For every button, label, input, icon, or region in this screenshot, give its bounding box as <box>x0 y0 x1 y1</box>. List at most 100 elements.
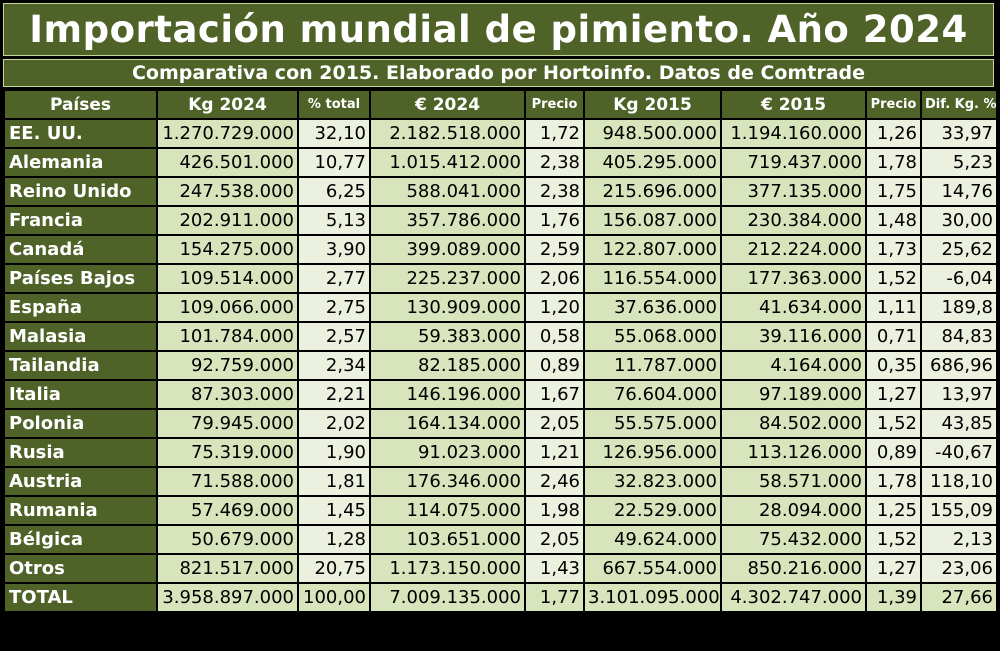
table-row: Rumania 57.469.000 1,45 114.075.000 1,98 22.5… <box>5 497 996 524</box>
table-row: España 109.066.000 2,75 130.909.000 1,20 37.6… <box>5 294 996 321</box>
value-cell: 0,71 <box>867 323 920 350</box>
table-row: Malasia 101.784.000 2,57 59.383.000 0,58 55.0… <box>5 323 996 350</box>
value-cell: 109.514.000 <box>158 265 297 292</box>
country-cell: España <box>5 294 156 321</box>
value-cell: 75.432.000 <box>722 526 865 553</box>
value-cell: 114.075.000 <box>371 497 524 524</box>
value-cell: 92.759.000 <box>158 352 297 379</box>
value-cell: 1,98 <box>526 497 583 524</box>
value-cell: 1,52 <box>867 265 920 292</box>
value-cell: 1,67 <box>526 381 583 408</box>
country-cell: Reino Unido <box>5 178 156 205</box>
value-cell: 1,45 <box>299 497 369 524</box>
page-subtitle: Comparativa con 2015. Elaborado por Hort… <box>3 59 994 87</box>
value-cell: 23,06 <box>922 555 996 582</box>
value-cell: 1,20 <box>526 294 583 321</box>
value-cell: 1,27 <box>867 555 920 582</box>
value-cell: 126.956.000 <box>585 439 720 466</box>
value-cell: 84,83 <box>922 323 996 350</box>
value-cell: 103.651.000 <box>371 526 524 553</box>
column-header-price-2015: Precio <box>867 91 920 118</box>
value-cell: 6,25 <box>299 178 369 205</box>
value-cell: 59.383.000 <box>371 323 524 350</box>
country-cell: Rumania <box>5 497 156 524</box>
value-cell: 215.696.000 <box>585 178 720 205</box>
value-cell: 10,77 <box>299 149 369 176</box>
value-cell: 5,13 <box>299 207 369 234</box>
value-cell: 821.517.000 <box>158 555 297 582</box>
country-cell: Italia <box>5 381 156 408</box>
table-row: Polonia 79.945.000 2,02 164.134.000 2,05 55.5… <box>5 410 996 437</box>
value-cell: 1,26 <box>867 120 920 147</box>
value-cell: 667.554.000 <box>585 555 720 582</box>
value-cell: 101.784.000 <box>158 323 297 350</box>
value-cell: 2.182.518.000 <box>371 120 524 147</box>
value-cell: 1,73 <box>867 236 920 263</box>
value-cell: 426.501.000 <box>158 149 297 176</box>
value-cell: 71.588.000 <box>158 468 297 495</box>
value-cell: 176.346.000 <box>371 468 524 495</box>
value-cell: 1.173.150.000 <box>371 555 524 582</box>
column-header-eur-2024: € 2024 <box>371 91 524 118</box>
value-cell: 2,46 <box>526 468 583 495</box>
value-cell: 122.807.000 <box>585 236 720 263</box>
value-cell: 82.185.000 <box>371 352 524 379</box>
table-row: Alemania 426.501.000 10,77 1.015.412.000 2,3… <box>5 149 996 176</box>
value-cell: 27,66 <box>922 584 996 611</box>
value-cell: 30,00 <box>922 207 996 234</box>
page-title: Importación mundial de pimiento. Año 202… <box>3 3 994 56</box>
value-cell: 2,05 <box>526 526 583 553</box>
value-cell: 1,78 <box>867 149 920 176</box>
value-cell: 177.363.000 <box>722 265 865 292</box>
value-cell: 155,09 <box>922 497 996 524</box>
value-cell: 87.303.000 <box>158 381 297 408</box>
value-cell: 3.101.095.000 <box>585 584 720 611</box>
country-cell: Canadá <box>5 236 156 263</box>
value-cell: 2,77 <box>299 265 369 292</box>
value-cell: 377.135.000 <box>722 178 865 205</box>
value-cell: 100,00 <box>299 584 369 611</box>
value-cell: 2,75 <box>299 294 369 321</box>
value-cell: 1,25 <box>867 497 920 524</box>
table-row: Bélgica 50.679.000 1,28 103.651.000 2,05 49.6… <box>5 526 996 553</box>
value-cell: 357.786.000 <box>371 207 524 234</box>
table-row: Francia 202.911.000 5,13 357.786.000 1,76 156… <box>5 207 996 234</box>
value-cell: 1,39 <box>867 584 920 611</box>
value-cell: 76.604.000 <box>585 381 720 408</box>
value-cell: 79.945.000 <box>158 410 297 437</box>
country-cell: Otros <box>5 555 156 582</box>
value-cell: 2,21 <box>299 381 369 408</box>
value-cell: 49.624.000 <box>585 526 720 553</box>
value-cell: 11.787.000 <box>585 352 720 379</box>
value-cell: 7.009.135.000 <box>371 584 524 611</box>
column-header-countries: Países <box>5 91 156 118</box>
value-cell: 109.066.000 <box>158 294 297 321</box>
value-cell: 948.500.000 <box>585 120 720 147</box>
column-header-price-2024: Precio <box>526 91 583 118</box>
value-cell: 113.126.000 <box>722 439 865 466</box>
value-cell: 686,96 <box>922 352 996 379</box>
total-row: TOTAL 3.958.897.000 100,00 7.009.135.000 1,7… <box>5 584 996 611</box>
value-cell: 91.023.000 <box>371 439 524 466</box>
country-cell: TOTAL <box>5 584 156 611</box>
table-row: Austria 71.588.000 1,81 176.346.000 2,46 32.8… <box>5 468 996 495</box>
value-cell: 1,52 <box>867 526 920 553</box>
value-cell: 154.275.000 <box>158 236 297 263</box>
value-cell: 2,34 <box>299 352 369 379</box>
country-cell: Austria <box>5 468 156 495</box>
value-cell: 1,43 <box>526 555 583 582</box>
table-row: Italia 87.303.000 2,21 146.196.000 1,67 76.60… <box>5 381 996 408</box>
value-cell: 247.538.000 <box>158 178 297 205</box>
value-cell: 146.196.000 <box>371 381 524 408</box>
value-cell: 3.958.897.000 <box>158 584 297 611</box>
value-cell: 1,77 <box>526 584 583 611</box>
value-cell: 0,89 <box>526 352 583 379</box>
value-cell: 2,38 <box>526 149 583 176</box>
column-header-diff-kg-pct: Dif. Kg. % <box>922 91 996 118</box>
country-cell: Polonia <box>5 410 156 437</box>
country-cell: EE. UU. <box>5 120 156 147</box>
value-cell: 1,75 <box>867 178 920 205</box>
value-cell: 0,89 <box>867 439 920 466</box>
value-cell: 2,06 <box>526 265 583 292</box>
value-cell: 84.502.000 <box>722 410 865 437</box>
